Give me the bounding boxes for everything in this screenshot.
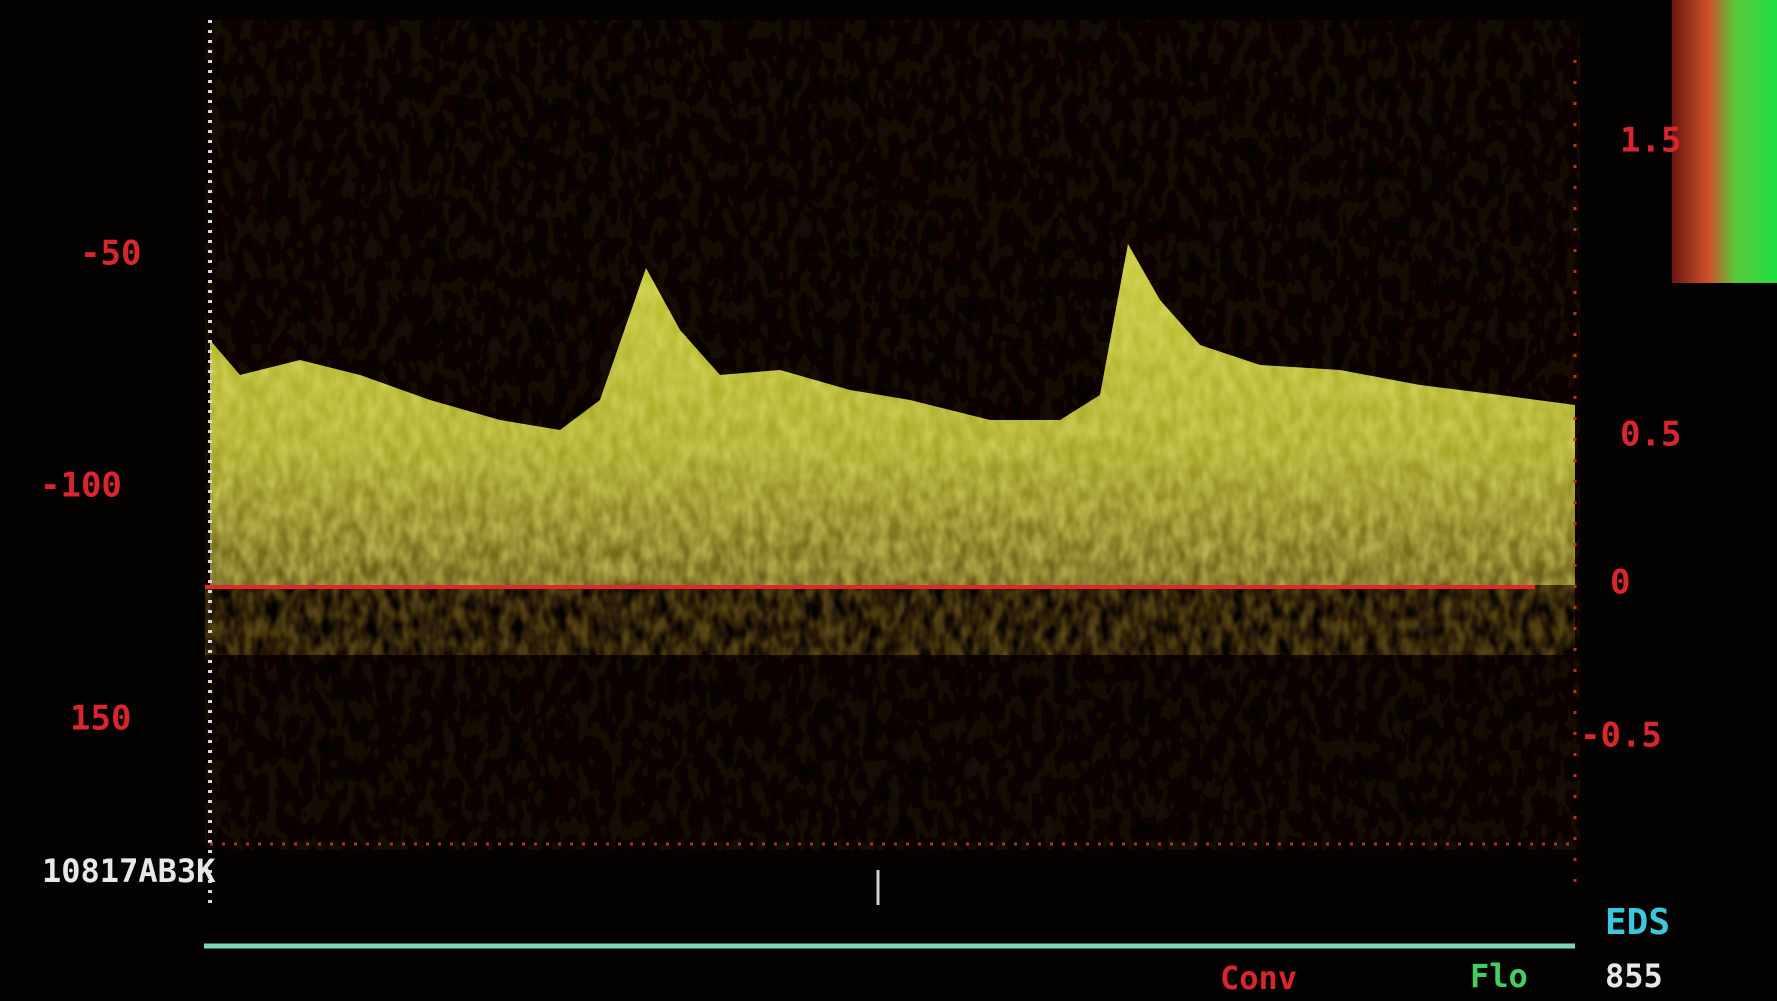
right-scale-label: -0.5 xyxy=(1580,716,1662,756)
status-value: 855 xyxy=(1605,957,1663,995)
left-scale-label: -100 xyxy=(40,466,122,506)
mode-label: EDS xyxy=(1605,902,1670,943)
device-label: 10817AB3K xyxy=(42,852,216,890)
spectrum-lower xyxy=(205,585,1575,655)
right-scale-label: 0.5 xyxy=(1620,415,1681,455)
status-flow: Flo xyxy=(1470,957,1528,995)
status-left: Conv xyxy=(1220,959,1297,997)
left-scale-label: -50 xyxy=(80,234,141,274)
color-bar xyxy=(1672,0,1777,283)
right-scale-label: 0 xyxy=(1610,563,1630,603)
page: {"left_scale": ["-50", "-100", "150"], "… xyxy=(0,0,1777,1001)
doppler-display: -50 -100 150 1.5 0.5 0 -0.5 10817AB3K ED… xyxy=(0,0,1777,1001)
left-scale-label: 150 xyxy=(70,699,131,739)
right-scale-label: 1.5 xyxy=(1620,121,1681,161)
